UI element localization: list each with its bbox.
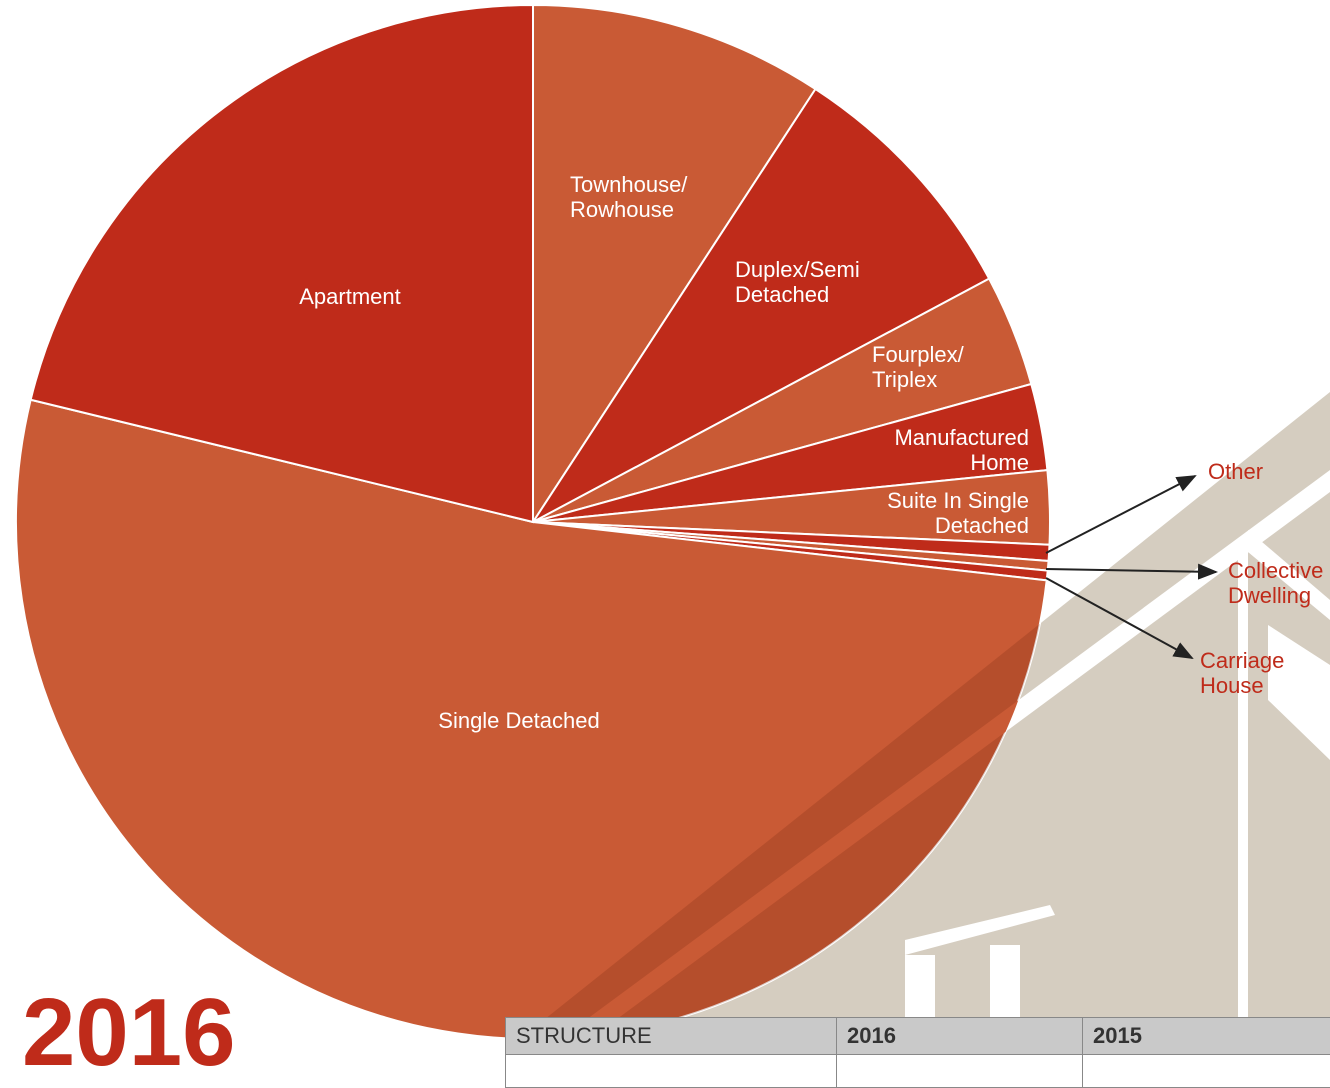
chart — [0, 0, 1330, 1039]
table-header: 2015 — [1083, 1018, 1330, 1055]
table-header: 2016 — [837, 1018, 1083, 1055]
chart-title: 2016 — [22, 985, 236, 1081]
data-table: STRUCTURE 2016 2015 — [505, 1017, 1330, 1088]
slice-label: Other — [1208, 459, 1263, 484]
slice-label: Single Detached — [369, 708, 669, 733]
slice-label: Apartment — [200, 284, 500, 309]
slice-label: Carriage House — [1200, 648, 1284, 698]
slice-label: Duplex/Semi Detached — [735, 257, 860, 307]
page: 2016 STRUCTURE 2016 2015 (() => { const … — [0, 0, 1330, 1039]
slice-label: Fourplex/ Triplex — [872, 342, 964, 392]
slice-label: Suite In Single Detached — [887, 488, 1029, 538]
slice-label: Manufactured Home — [894, 425, 1029, 475]
slice-label: Townhouse/ Rowhouse — [570, 172, 687, 222]
table-header: STRUCTURE — [506, 1018, 837, 1055]
slice-label: Collective Dwelling — [1228, 558, 1323, 608]
